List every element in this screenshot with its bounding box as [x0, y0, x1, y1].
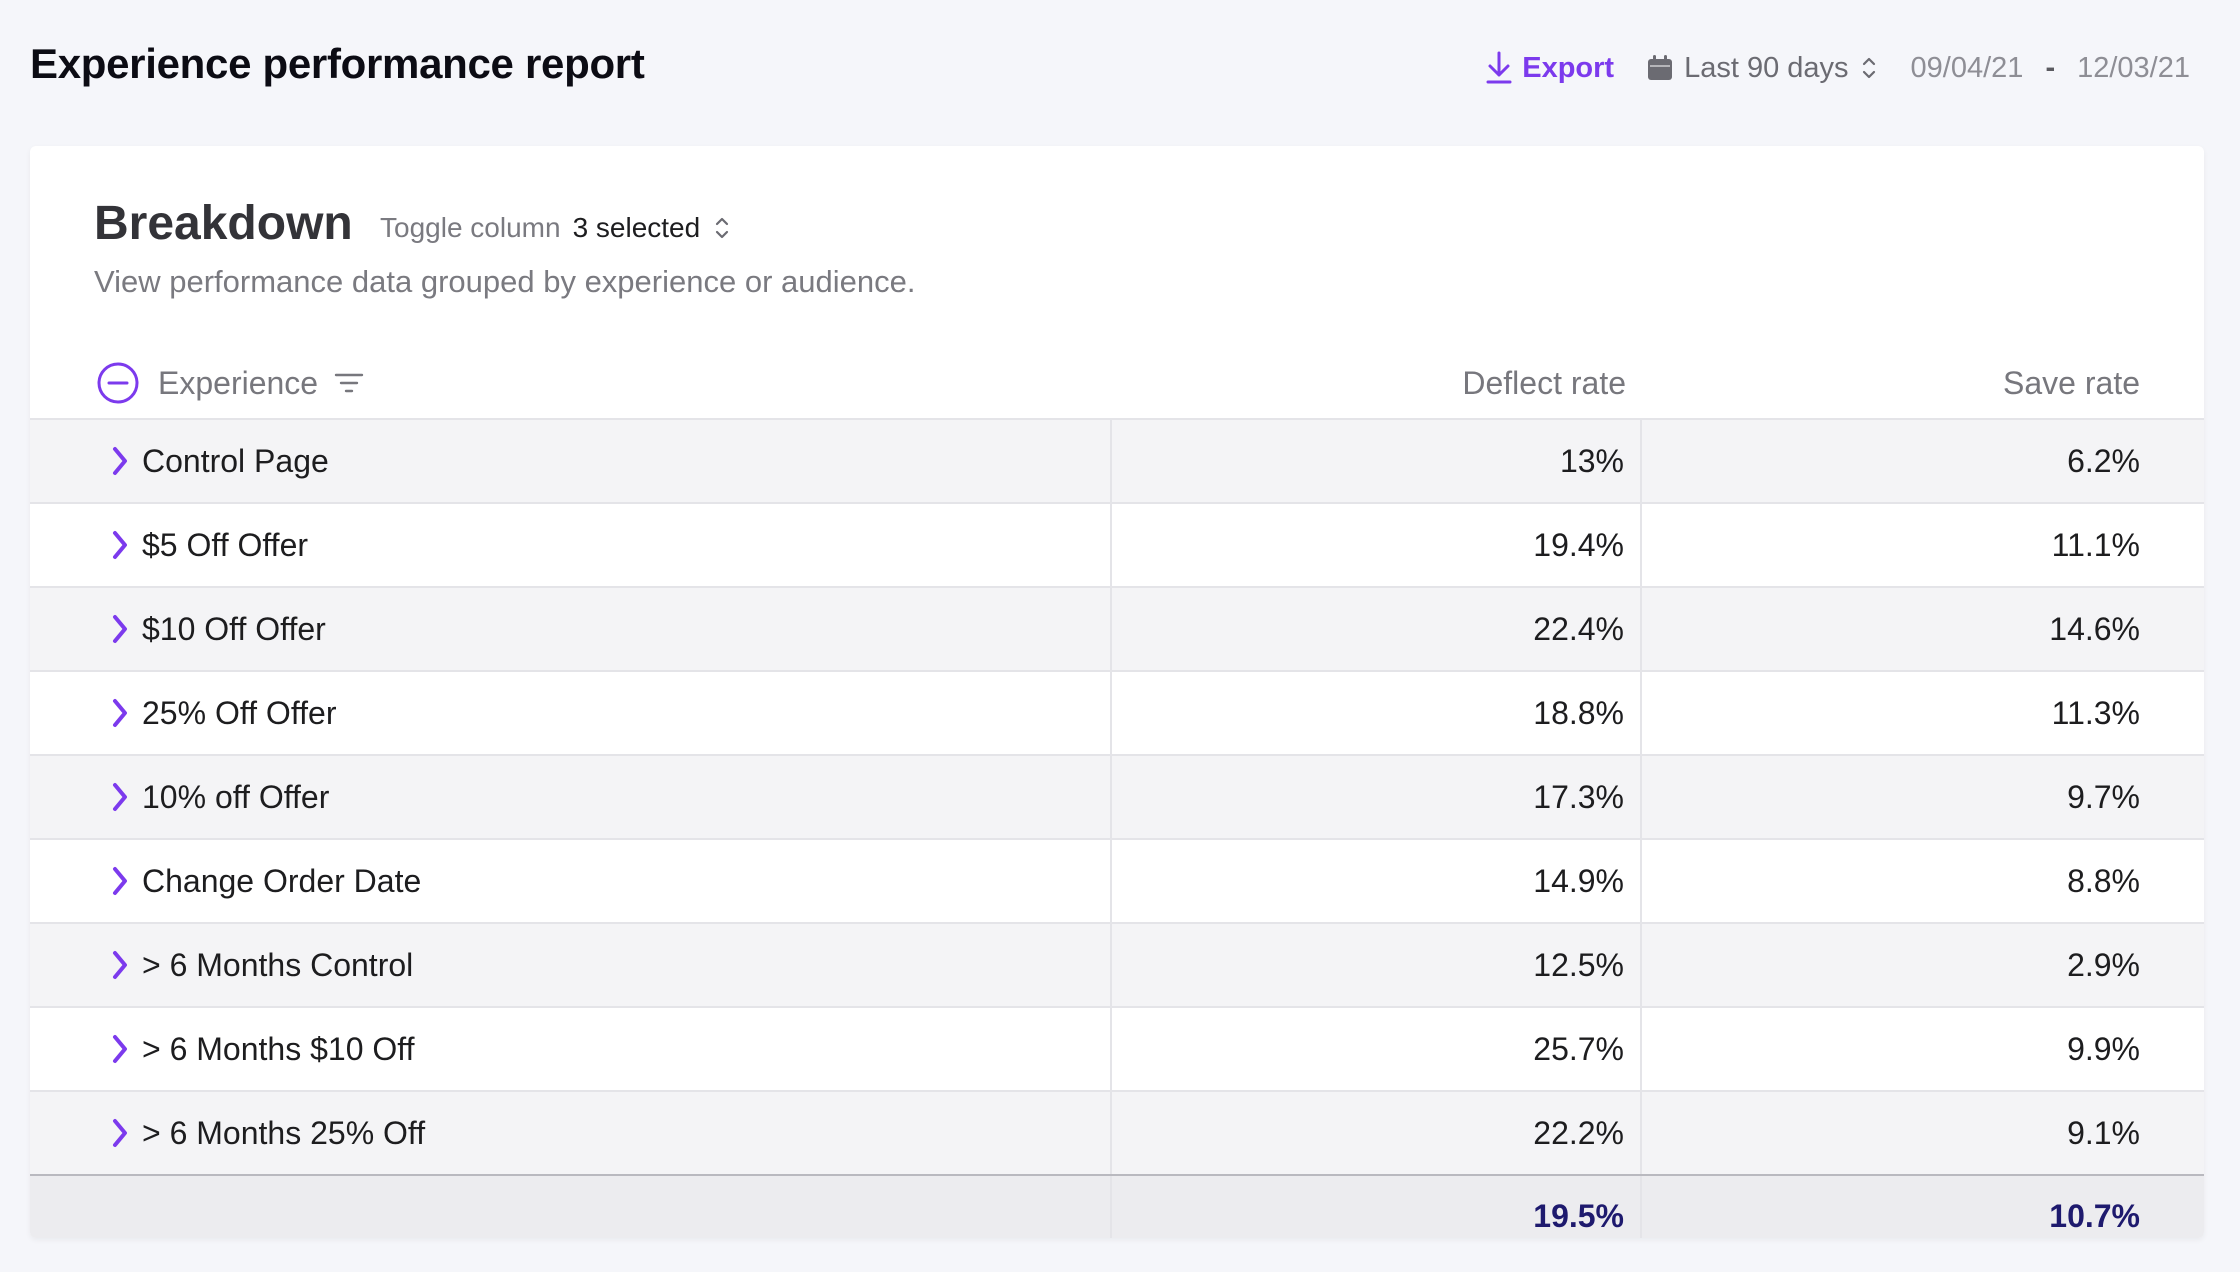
- export-button[interactable]: Export: [1486, 51, 1614, 85]
- table-row: $10 Off Offer 22.4% 14.6%: [30, 586, 2204, 670]
- chevron-right-icon: [113, 1035, 127, 1063]
- expand-row-toggle[interactable]: $5 Off Offer: [30, 504, 1112, 586]
- save-rate-cell: 2.9%: [2067, 946, 2140, 983]
- save-rate-cell: 11.3%: [2051, 694, 2140, 731]
- table-row: > 6 Months $10 Off 25.7% 9.9%: [30, 1006, 2204, 1090]
- save-rate-cell: 11.1%: [2051, 526, 2140, 563]
- expand-row-toggle[interactable]: > 6 Months Control: [30, 924, 1112, 1006]
- chevron-right-icon: [113, 783, 127, 811]
- chevron-right-icon: [113, 951, 127, 979]
- table-row: 10% off Offer 17.3% 9.7%: [30, 754, 2204, 838]
- deflect-rate-cell: 25.7%: [1112, 1008, 1642, 1090]
- deflect-rate-cell: 18.8%: [1112, 672, 1642, 754]
- experience-name: > 6 Months 25% Off: [142, 1114, 426, 1151]
- experience-name: $5 Off Offer: [142, 526, 309, 563]
- date-range-display[interactable]: 09/04/21 - 12/03/21: [1911, 52, 2190, 85]
- expand-row-toggle[interactable]: Control Page: [30, 420, 1112, 502]
- date-separator: -: [2045, 51, 2056, 84]
- date-range-label: Last 90 days: [1684, 51, 1849, 84]
- save-rate-cell: 8.8%: [2067, 862, 2140, 899]
- experience-name: 10% off Offer: [142, 778, 330, 815]
- breakdown-title: Breakdown: [94, 197, 353, 250]
- save-rate-cell: 6.2%: [2067, 442, 2140, 479]
- chevron-right-icon: [113, 1119, 127, 1147]
- chevron-right-icon: [113, 867, 127, 895]
- deflect-rate-cell: 14.9%: [1112, 840, 1642, 922]
- chevron-right-icon: [113, 699, 127, 727]
- expand-row-toggle[interactable]: > 6 Months $10 Off: [30, 1008, 1112, 1090]
- breakdown-subtitle: View performance data grouped by experie…: [94, 264, 916, 299]
- deflect-rate-cell: 22.4%: [1112, 588, 1642, 670]
- date-end: 12/03/21: [2077, 51, 2190, 84]
- deflect-rate-cell: 22.2%: [1112, 1092, 1642, 1174]
- page-header: Experience performance report Export Las…: [0, 0, 2240, 140]
- chevron-up-down-icon: [716, 217, 729, 239]
- column-header-save-rate[interactable]: Save rate: [2003, 364, 2140, 401]
- chevron-right-icon: [113, 447, 127, 475]
- date-start: 09/04/21: [1910, 51, 2024, 84]
- column-label-experience: Experience: [158, 364, 319, 401]
- experience-name: > 6 Months $10 Off: [142, 1030, 415, 1067]
- chevron-up-down-icon: [1862, 57, 1875, 79]
- deflect-rate-cell: 17.3%: [1112, 756, 1642, 838]
- deflect-rate-cell: 12.5%: [1112, 924, 1642, 1006]
- total-deflect-rate: 19.5%: [1112, 1176, 1642, 1238]
- header-controls: Export Last 90 days 09/04/21 - 12/03/21: [1486, 48, 2190, 88]
- deflect-rate-cell: 19.4%: [1112, 504, 1642, 586]
- save-rate-cell: 14.6%: [2049, 610, 2140, 647]
- export-label: Export: [1522, 51, 1615, 84]
- save-rate-cell: 9.9%: [2067, 1030, 2140, 1067]
- table-row: Change Order Date 14.9% 8.8%: [30, 838, 2204, 922]
- expand-row-toggle[interactable]: Change Order Date: [30, 840, 1112, 922]
- totals-label-cell: [30, 1176, 1112, 1238]
- expand-row-toggle[interactable]: 10% off Offer: [30, 756, 1112, 838]
- column-header-experience: Experience: [96, 358, 364, 408]
- save-rate-cell: 9.7%: [2067, 778, 2140, 815]
- table-row: > 6 Months 25% Off 22.2% 9.1%: [30, 1090, 2204, 1174]
- save-rate-cell: 9.1%: [2067, 1114, 2140, 1151]
- chevron-right-icon: [113, 615, 127, 643]
- experience-name: > 6 Months Control: [142, 946, 414, 983]
- page-title: Experience performance report: [30, 40, 645, 87]
- experience-name: Control Page: [142, 442, 329, 479]
- column-header-deflect-rate[interactable]: Deflect rate: [1462, 364, 1626, 401]
- totals-row: 19.5% 10.7%: [30, 1174, 2204, 1238]
- experience-name: 25% Off Offer: [142, 694, 337, 731]
- experience-name: Change Order Date: [142, 862, 422, 899]
- table-row: Control Page 13% 6.2%: [30, 418, 2204, 502]
- toggle-column-value: 3 selected: [572, 212, 701, 243]
- total-save-rate: 10.7%: [2049, 1197, 2140, 1234]
- deflect-rate-cell: 13%: [1112, 420, 1642, 502]
- chevron-right-icon: [113, 531, 127, 559]
- filter-icon[interactable]: [334, 371, 364, 395]
- date-range-select[interactable]: Last 90 days: [1646, 52, 1876, 85]
- breakdown-card: Breakdown Toggle column 3 selected View …: [30, 146, 2204, 1238]
- expand-row-toggle[interactable]: $10 Off Offer: [30, 588, 1112, 670]
- expand-row-toggle[interactable]: > 6 Months 25% Off: [30, 1092, 1112, 1174]
- table-row: $5 Off Offer 19.4% 11.1%: [30, 502, 2204, 586]
- experience-name: $10 Off Offer: [142, 610, 326, 647]
- breakdown-table: Control Page 13% 6.2% $5 Off Offer 19.4% 11.1…: [30, 418, 2204, 1238]
- table-row: 25% Off Offer 18.8% 11.3%: [30, 670, 2204, 754]
- toggle-column: Toggle column 3 selected: [380, 212, 730, 244]
- calendar-icon: [1648, 55, 1673, 80]
- table-row: > 6 Months Control 12.5% 2.9%: [30, 922, 2204, 1006]
- toggle-column-select[interactable]: 3 selected: [573, 212, 731, 244]
- expand-row-toggle[interactable]: 25% Off Offer: [30, 672, 1112, 754]
- minus-circle-icon[interactable]: [96, 361, 140, 405]
- toggle-column-label: Toggle column: [380, 212, 561, 243]
- download-icon: [1486, 51, 1512, 84]
